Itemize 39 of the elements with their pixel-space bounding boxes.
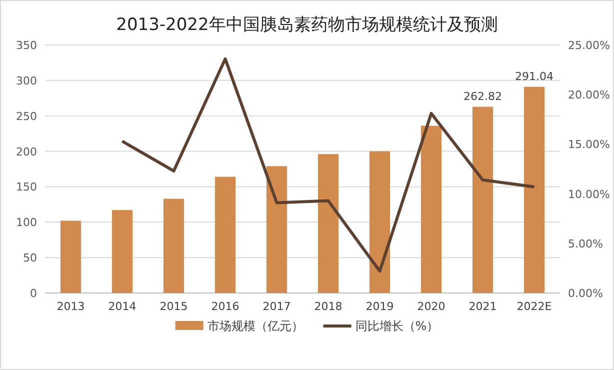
x-tick-label: 2020: [417, 300, 446, 313]
legend-label: 市场规模（亿元）: [207, 319, 304, 333]
bar: [524, 86, 545, 293]
y2-tick-label: 10.00%: [568, 188, 610, 201]
y-tick-label: 300: [16, 74, 37, 88]
y-tick-label: 200: [16, 145, 37, 158]
y-tick-label: 0: [30, 287, 37, 300]
x-tick-label: 2019: [366, 300, 394, 313]
y2-tick-label: 20.00%: [568, 88, 610, 102]
x-tick-label: 2021: [468, 300, 497, 313]
y2-tick-label: 25.00%: [568, 39, 610, 52]
data-label: 291.04: [515, 70, 554, 83]
x-tick-label: 2022E: [516, 300, 552, 313]
bar: [60, 220, 82, 293]
y-tick-label: 350: [16, 39, 37, 52]
legend-label: 同比增长（%）: [355, 319, 439, 333]
x-tick-label: 2014: [108, 300, 136, 313]
y2-tick-label: 15.00%: [568, 138, 610, 152]
bar: [318, 154, 339, 293]
x-tick-label: 2016: [211, 300, 240, 313]
y2-tick-label: 0.00%: [568, 287, 603, 300]
x-tick-label: 2013: [56, 300, 85, 313]
x-tick-label: 2017: [262, 300, 291, 313]
bar: [472, 106, 494, 293]
y-tick-label: 150: [16, 180, 37, 194]
bar: [112, 210, 133, 293]
bar: [420, 126, 442, 293]
chart-title: 2013-2022年中国胰岛素药物市场规模统计及预测: [116, 15, 498, 35]
data-label: 262.82: [464, 90, 502, 103]
y2-tick-label: 5.00%: [568, 237, 603, 250]
bar: [214, 176, 236, 293]
y-tick-label: 100: [16, 216, 37, 230]
bar: [369, 151, 390, 293]
y-tick-label: 50: [23, 252, 37, 265]
bar: [266, 166, 288, 293]
y-tick-label: 250: [16, 110, 37, 123]
x-tick-label: 2015: [160, 300, 188, 313]
bar: [163, 198, 184, 293]
x-tick-label: 2018: [314, 300, 342, 313]
